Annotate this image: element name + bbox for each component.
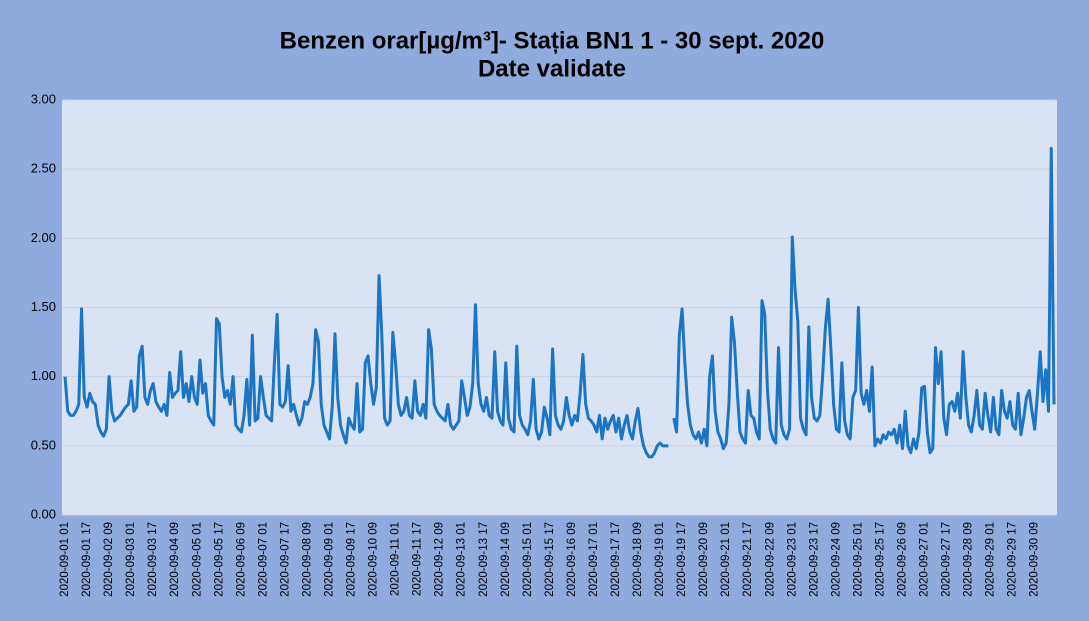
x-tick-label: 2020-09-13 01 xyxy=(456,522,468,597)
x-tick-label: 2020-09-11 17 xyxy=(412,522,424,596)
x-tick-label: 2020-09-27 01 xyxy=(919,522,931,597)
x-tick-label: 2020-09-25 17 xyxy=(874,522,886,597)
x-tick-label: 2020-09-09 17 xyxy=(346,522,358,597)
x-tick-label: 2020-09-05 17 xyxy=(213,522,225,597)
y-tick-label: 2.00 xyxy=(31,230,56,245)
x-tick-label: 2020-09-21 01 xyxy=(720,522,732,597)
x-tick-label: 2020-09-26 09 xyxy=(897,522,909,597)
x-tick-label: 2020-09-24 09 xyxy=(830,522,842,597)
x-tick-label: 2020-09-07 17 xyxy=(279,522,291,597)
chart-title: Benzen orar[µg/m³]- Stația BN1 1 - 30 se… xyxy=(280,27,825,54)
x-tick-label: 2020-09-01 01 xyxy=(59,522,71,597)
x-tick-label: 2020-09-02 09 xyxy=(103,522,115,597)
y-tick-label: 0.50 xyxy=(31,437,56,452)
x-tick-label: 2020-09-07 01 xyxy=(257,522,269,597)
x-tick-label: 2020-09-03 01 xyxy=(125,522,137,597)
x-tick-label: 2020-09-16 09 xyxy=(566,522,578,597)
x-tick-label: 2020-09-29 17 xyxy=(1007,522,1019,597)
x-tick-label: 2020-09-18 09 xyxy=(632,522,644,597)
x-tick-label: 2020-09-28 09 xyxy=(963,522,975,597)
x-tick-label: 2020-09-25 01 xyxy=(852,522,864,597)
x-tick-label: 2020-09-01 17 xyxy=(81,522,93,597)
x-tick-label: 2020-09-19 17 xyxy=(676,522,688,597)
x-tick-label: 2020-09-03 17 xyxy=(147,522,159,597)
y-tick-label: 2.50 xyxy=(31,161,56,176)
data-line xyxy=(63,146,1056,459)
x-tick-label: 2020-09-23 17 xyxy=(808,522,820,597)
x-tick-label: 2020-09-04 09 xyxy=(169,522,181,597)
x-tick-label: 2020-09-21 17 xyxy=(742,522,754,597)
x-tick-label: 2020-09-20 09 xyxy=(698,522,710,597)
x-tick-label: 2020-09-06 09 xyxy=(235,522,247,597)
y-tick-label: 3.00 xyxy=(31,91,56,106)
x-tick-label: 2020-09-12 09 xyxy=(434,522,446,597)
x-tick-label: 2020-09-30 09 xyxy=(1029,522,1041,597)
x-tick-label: 2020-09-11 01 xyxy=(390,522,402,596)
y-tick-label: 1.50 xyxy=(31,299,56,314)
x-tick-label: 2020-09-23 01 xyxy=(786,522,798,597)
chart-subtitle: Date validate xyxy=(478,55,626,82)
x-tick-label: 2020-09-09 01 xyxy=(323,522,335,597)
x-tick-label: 2020-09-14 09 xyxy=(500,522,512,597)
x-tick-label: 2020-09-17 17 xyxy=(610,522,622,597)
x-tick-label: 2020-09-22 09 xyxy=(764,522,776,597)
x-tick-label: 2020-09-05 01 xyxy=(191,522,203,597)
x-tick-label: 2020-09-10 09 xyxy=(368,522,380,597)
x-tick-label: 2020-09-08 09 xyxy=(301,522,313,597)
y-tick-label: 0.00 xyxy=(31,506,56,521)
x-tick-label: 2020-09-27 17 xyxy=(941,522,953,597)
x-tick-label: 2020-09-13 17 xyxy=(478,522,490,597)
y-tick-label: 1.00 xyxy=(31,368,56,383)
x-tick-label: 2020-09-15 01 xyxy=(522,522,534,597)
x-tick-label: 2020-09-15 17 xyxy=(544,522,556,597)
x-tick-label: 2020-09-17 01 xyxy=(588,522,600,597)
x-tick-label: 2020-09-29 01 xyxy=(985,522,997,597)
x-tick-label: 2020-09-19 01 xyxy=(654,522,666,597)
